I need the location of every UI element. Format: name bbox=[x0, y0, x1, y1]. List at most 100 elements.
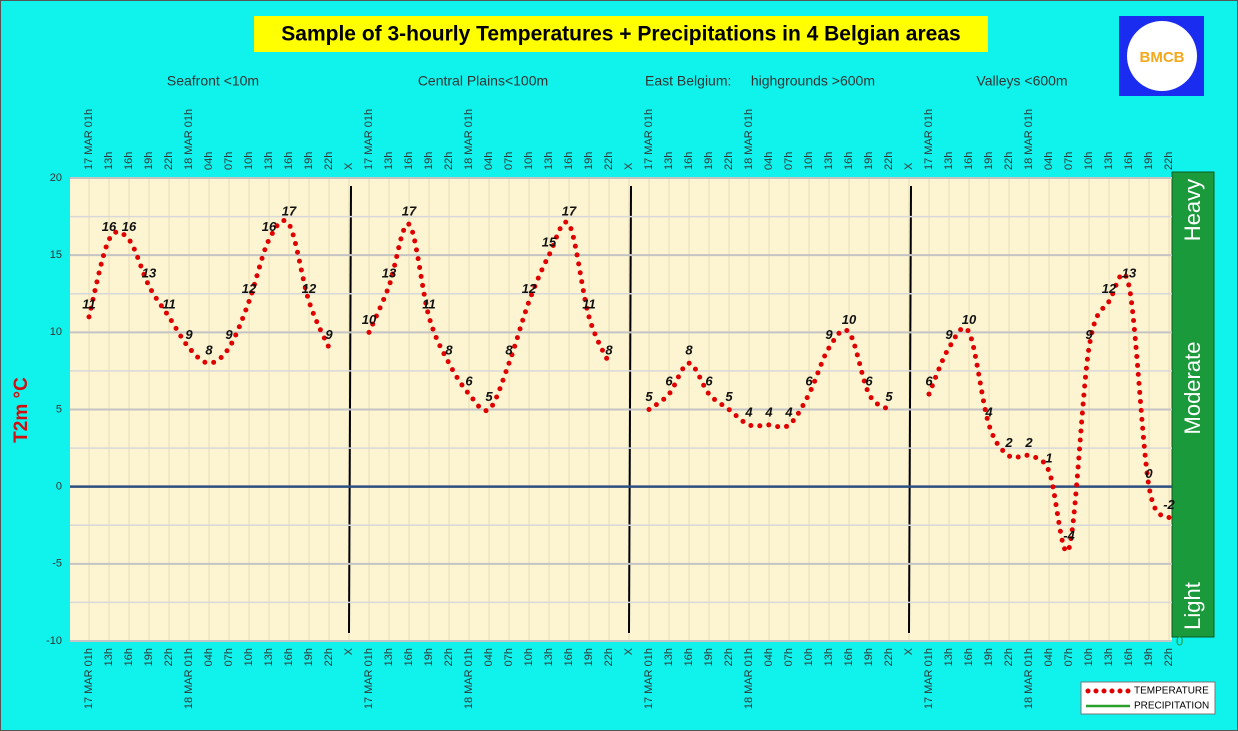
x-tick-label-bottom: 07h bbox=[783, 648, 795, 666]
data-label: 9 bbox=[945, 327, 953, 342]
data-label: 6 bbox=[665, 374, 673, 389]
data-label: -4 bbox=[1063, 528, 1075, 543]
x-tick-label-bottom: 19h bbox=[703, 648, 715, 666]
data-label: -2 bbox=[1163, 497, 1175, 512]
x-tick-label-bottom: 13h bbox=[823, 648, 835, 666]
x-tick-label-bottom: 18 MAR 01h bbox=[1023, 648, 1035, 709]
x-tick-label-bottom: 07h bbox=[503, 648, 515, 666]
x-tick-label-top: 04h bbox=[203, 152, 215, 170]
x-tick-label-bottom: 10h bbox=[523, 648, 535, 666]
logo-text: BMCB bbox=[1140, 49, 1185, 66]
x-tick-label-top: X bbox=[903, 162, 915, 170]
x-tick-label-top: 19h bbox=[863, 152, 875, 170]
data-label: 12 bbox=[1102, 281, 1117, 296]
y-axis-title: T2m °C bbox=[11, 377, 32, 443]
data-label: 6 bbox=[925, 374, 933, 389]
x-tick-label-top: 07h bbox=[223, 152, 235, 170]
x-tick-label-bottom: 18 MAR 01h bbox=[183, 648, 195, 709]
x-tick-label-top: 22h bbox=[1003, 152, 1015, 170]
data-label: 4 bbox=[764, 404, 773, 419]
x-tick-label-top: 16h bbox=[963, 152, 975, 170]
x-tick-label-top: 22h bbox=[603, 152, 615, 170]
x-tick-label-top: 13h bbox=[823, 152, 835, 170]
x-tick-label-bottom: 22h bbox=[603, 648, 615, 666]
x-tick-label-bottom: 13h bbox=[543, 648, 555, 666]
data-label: 13 bbox=[1122, 265, 1137, 280]
data-label: 9 bbox=[825, 327, 833, 342]
x-tick-label-top: 16h bbox=[123, 152, 135, 170]
x-tick-label-top: 16h bbox=[283, 152, 295, 170]
x-tick-label-bottom: 22h bbox=[1163, 648, 1175, 666]
x-tick-label-top: 10h bbox=[1083, 152, 1095, 170]
x-tick-label-bottom: X bbox=[343, 647, 355, 655]
data-label: 5 bbox=[485, 389, 493, 404]
x-tick-label-bottom: 13h bbox=[103, 648, 115, 666]
x-tick-label-top: 16h bbox=[563, 152, 575, 170]
x-tick-label-bottom: 19h bbox=[303, 648, 315, 666]
group-label: Valleys <600m bbox=[976, 73, 1067, 89]
x-tick-label-bottom: 10h bbox=[803, 648, 815, 666]
x-tick-label-bottom: 13h bbox=[943, 648, 955, 666]
x-tick-label-bottom: 16h bbox=[683, 648, 695, 666]
x-tick-label-top: 18 MAR 01h bbox=[463, 109, 475, 170]
x-tick-label-top: 13h bbox=[663, 152, 675, 170]
x-tick-label-top: 19h bbox=[983, 152, 995, 170]
data-label: 10 bbox=[842, 312, 857, 327]
x-tick-label-bottom: 22h bbox=[443, 648, 455, 666]
data-label: 4 bbox=[744, 404, 753, 419]
x-tick-label-top: 13h bbox=[943, 152, 955, 170]
data-label: 12 bbox=[242, 281, 257, 296]
data-label: 12 bbox=[522, 281, 537, 296]
data-label: 10 bbox=[962, 312, 977, 327]
data-label: 5 bbox=[885, 389, 893, 404]
data-label: 9 bbox=[225, 327, 233, 342]
x-tick-label-bottom: 22h bbox=[883, 648, 895, 666]
data-label: 13 bbox=[382, 265, 397, 280]
x-tick-label-bottom: 16h bbox=[283, 648, 295, 666]
precip-level: Heavy bbox=[1180, 179, 1205, 241]
y2-tick-label: 0 bbox=[1176, 633, 1183, 648]
data-label: 11 bbox=[162, 296, 176, 311]
x-tick-label-bottom: 07h bbox=[1063, 648, 1075, 666]
y-tick-label: 10 bbox=[50, 326, 62, 338]
x-tick-label-bottom: 18 MAR 01h bbox=[743, 648, 755, 709]
x-tick-label-bottom: 04h bbox=[763, 648, 775, 666]
data-label: 9 bbox=[325, 327, 333, 342]
x-tick-label-top: 17 MAR 01h bbox=[923, 109, 935, 170]
x-tick-label-bottom: 18 MAR 01h bbox=[463, 648, 475, 709]
x-tick-label-bottom: 10h bbox=[243, 648, 255, 666]
x-tick-label-bottom: 07h bbox=[223, 648, 235, 666]
x-tick-label-top: 18 MAR 01h bbox=[183, 109, 195, 170]
x-tick-label-bottom: 16h bbox=[403, 648, 415, 666]
x-tick-label-top: 07h bbox=[1063, 152, 1075, 170]
x-tick-label-top: 16h bbox=[403, 152, 415, 170]
x-tick-label-bottom: 04h bbox=[1043, 648, 1055, 666]
x-tick-label-top: 22h bbox=[443, 152, 455, 170]
x-tick-label-top: 04h bbox=[763, 152, 775, 170]
x-tick-label-bottom: 16h bbox=[1123, 648, 1135, 666]
x-tick-label-top: 07h bbox=[503, 152, 515, 170]
x-tick-label-top: 19h bbox=[583, 152, 595, 170]
title-box bbox=[254, 16, 988, 52]
x-tick-label-top: 19h bbox=[703, 152, 715, 170]
x-tick-label-top: 18 MAR 01h bbox=[1023, 109, 1035, 170]
x-tick-label-top: 10h bbox=[243, 152, 255, 170]
data-label: 16 bbox=[262, 219, 277, 234]
legend bbox=[1080, 681, 1216, 715]
x-tick-label-top: 17 MAR 01h bbox=[83, 109, 95, 170]
x-tick-label-bottom: 19h bbox=[143, 648, 155, 666]
x-tick-label-bottom: 19h bbox=[1143, 648, 1155, 666]
x-tick-label-top: 04h bbox=[1043, 152, 1055, 170]
x-tick-label-top: 17 MAR 01h bbox=[643, 109, 655, 170]
x-tick-label-top: 18 MAR 01h bbox=[743, 109, 755, 170]
x-tick-label-top: 10h bbox=[803, 152, 815, 170]
x-tick-label-top: 10h bbox=[523, 152, 535, 170]
x-tick-label-bottom: 22h bbox=[163, 648, 175, 666]
data-label: 6 bbox=[705, 374, 713, 389]
x-tick-label-top: 16h bbox=[843, 152, 855, 170]
x-tick-label-top: X bbox=[623, 162, 635, 170]
data-label: 6 bbox=[805, 374, 813, 389]
data-label: 12 bbox=[302, 281, 317, 296]
precip-scale bbox=[1171, 171, 1215, 638]
